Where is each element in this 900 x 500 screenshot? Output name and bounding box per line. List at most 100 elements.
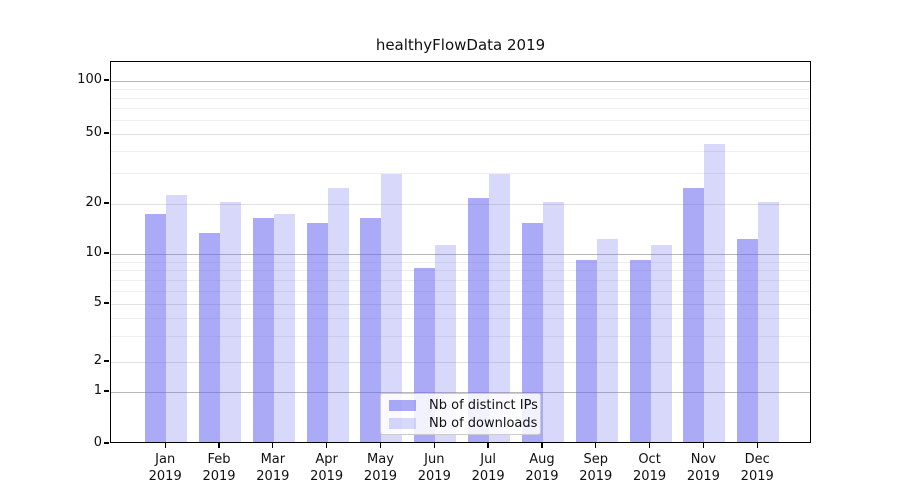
y-tick-label: 10 bbox=[85, 245, 102, 260]
x-tick-label-month: Mar bbox=[260, 452, 286, 467]
bar-feb-ips bbox=[199, 233, 221, 442]
bar-dec-ips bbox=[737, 238, 759, 442]
x-tick bbox=[272, 443, 274, 448]
x-tick bbox=[756, 443, 758, 448]
x-tick-label-year: 2019 bbox=[417, 469, 451, 484]
legend: Nb of distinct IPs Nb of downloads bbox=[380, 393, 541, 435]
bar-jan-ips bbox=[145, 213, 167, 442]
x-tick-label-month: Jan bbox=[155, 452, 176, 467]
x-tick-label: Oct 2019 bbox=[622, 451, 678, 485]
x-tick-label-year: 2019 bbox=[471, 469, 505, 484]
bar-may-downloads bbox=[381, 173, 403, 442]
y-tick-label: 5 bbox=[93, 295, 102, 310]
x-tick-label-month: Sep bbox=[583, 452, 608, 467]
gridline-labeled bbox=[111, 304, 810, 305]
gridline-minor bbox=[111, 270, 810, 272]
legend-label-distinct-ips: Nb of distinct IPs bbox=[429, 397, 538, 413]
y-tick bbox=[104, 360, 109, 362]
bar-oct-ips bbox=[629, 259, 651, 442]
x-tick-label-year: 2019 bbox=[525, 469, 559, 484]
x-tick-label-month: Nov bbox=[690, 452, 717, 467]
gridline-minor bbox=[111, 261, 810, 263]
x-tick bbox=[326, 443, 328, 448]
gridline-minor bbox=[111, 290, 810, 292]
y-tick-label: 50 bbox=[85, 125, 102, 140]
x-tick-label-month: May bbox=[367, 452, 394, 467]
gridline-minor bbox=[111, 98, 810, 100]
y-tick bbox=[104, 442, 109, 444]
x-tick bbox=[487, 443, 489, 448]
y-tick bbox=[104, 302, 109, 304]
y-tick-label: 100 bbox=[77, 72, 102, 87]
gridline-minor bbox=[111, 108, 810, 110]
x-tick bbox=[433, 443, 435, 448]
x-tick bbox=[164, 443, 166, 448]
x-tick-label: Mar 2019 bbox=[245, 451, 301, 485]
y-tick-label: 1 bbox=[93, 383, 102, 398]
x-tick-label-month: Jul bbox=[480, 452, 496, 467]
x-tick-label: Nov 2019 bbox=[675, 451, 731, 485]
x-tick-label-year: 2019 bbox=[363, 469, 398, 484]
gridline-labeled bbox=[111, 204, 810, 205]
bar-jul-ips bbox=[468, 198, 490, 442]
gridline-minor bbox=[111, 173, 810, 175]
bar-jan-downloads bbox=[166, 194, 188, 442]
bar-dec-downloads bbox=[758, 202, 780, 442]
gridline-minor bbox=[111, 279, 810, 281]
gridline-minor bbox=[111, 120, 810, 122]
x-tick-label-year: 2019 bbox=[310, 469, 344, 484]
gridline-minor bbox=[111, 151, 810, 153]
x-tick-label: Aug 2019 bbox=[514, 451, 570, 485]
bar-nov-ips bbox=[683, 188, 705, 442]
chart-title: healthyFlowData 2019 bbox=[375, 36, 546, 54]
x-tick-label: Sep 2019 bbox=[568, 451, 624, 485]
x-tick-label-month: Dec bbox=[744, 452, 770, 467]
x-tick-label-month: Oct bbox=[638, 452, 661, 467]
bar-nov-downloads bbox=[704, 143, 726, 442]
bar-jul-downloads bbox=[489, 173, 511, 442]
x-tick-label: Jan 2019 bbox=[137, 451, 193, 485]
x-tick bbox=[702, 443, 705, 448]
bar-oct-downloads bbox=[650, 245, 672, 442]
y-tick bbox=[104, 390, 109, 392]
x-tick-label: May 2019 bbox=[352, 451, 408, 485]
legend-item-downloads: Nb of downloads bbox=[389, 416, 537, 431]
gridline-major bbox=[111, 392, 810, 393]
x-tick-label-year: 2019 bbox=[686, 469, 720, 484]
bar-mar-ips bbox=[252, 218, 274, 442]
bar-jun-downloads bbox=[435, 245, 457, 442]
x-tick bbox=[379, 443, 382, 448]
x-tick-label-year: 2019 bbox=[148, 469, 182, 484]
x-tick-label-year: 2019 bbox=[633, 469, 667, 484]
bar-sep-downloads bbox=[596, 238, 618, 442]
gridline-major bbox=[111, 81, 810, 82]
x-tick-label: Jul 2019 bbox=[460, 451, 516, 485]
y-tick bbox=[104, 252, 109, 254]
legend-item-distinct-ips: Nb of distinct IPs bbox=[389, 398, 538, 413]
x-tick bbox=[648, 443, 651, 448]
bar-mar-downloads bbox=[273, 213, 295, 442]
legend-swatch-distinct-ips bbox=[389, 399, 416, 411]
plot-area: Nb of distinct IPs Nb of downloads bbox=[110, 61, 811, 443]
gridline-minor bbox=[111, 89, 810, 91]
legend-label-downloads: Nb of downloads bbox=[429, 415, 538, 431]
bar-feb-downloads bbox=[220, 202, 242, 442]
x-tick-label-month: Apr bbox=[315, 452, 338, 467]
x-tick-label: Feb 2019 bbox=[191, 451, 247, 485]
x-tick bbox=[541, 443, 543, 448]
gridline-labeled bbox=[111, 362, 810, 363]
x-tick-label: Apr 2019 bbox=[299, 451, 355, 485]
bar-sep-ips bbox=[575, 259, 597, 442]
gridline-minor bbox=[111, 318, 810, 320]
x-tick-label-year: 2019 bbox=[579, 469, 613, 484]
gridline-minor bbox=[111, 336, 810, 338]
x-tick-label-month: Aug bbox=[529, 452, 555, 467]
legend-swatch-downloads bbox=[389, 417, 416, 429]
gridline-labeled bbox=[111, 134, 810, 135]
y-tick bbox=[104, 132, 109, 134]
x-tick-label-year: 2019 bbox=[740, 469, 774, 484]
bar-aug-downloads bbox=[542, 202, 564, 442]
x-tick bbox=[218, 443, 220, 448]
x-tick-label-month: Jun bbox=[424, 452, 445, 467]
